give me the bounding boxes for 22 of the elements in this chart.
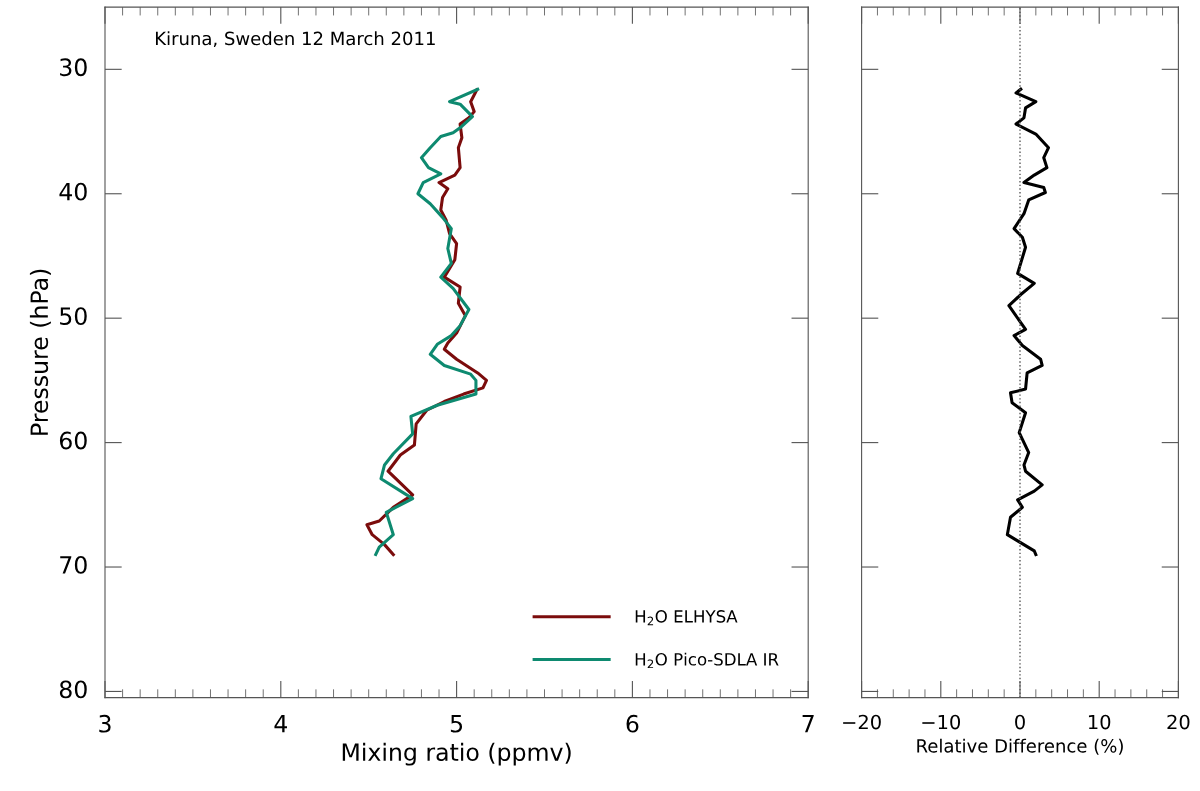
- x-axis-title: Relative Difference (%): [917, 738, 1123, 755]
- x-tick-label: −20: [843, 714, 881, 730]
- y-axis-title: Pressure (hPa): [29, 269, 51, 435]
- x-tick-label: 6: [626, 714, 639, 733]
- x-tick-label: 10: [1088, 714, 1111, 730]
- x-tick-label: 20: [1167, 714, 1190, 730]
- x-axis-title: Mixing ratio (ppmv): [342, 742, 571, 766]
- x-tick-label: 7: [802, 715, 814, 733]
- y-tick-label: 30: [60, 58, 87, 77]
- y-tick-label: 60: [59, 431, 87, 450]
- x-tick-label: 3: [99, 714, 111, 733]
- legend-label: H$_{2}$O ELHYSA: [635, 610, 738, 626]
- y-tick-label: 70: [60, 556, 87, 574]
- y-tick-label: 40: [59, 182, 87, 201]
- annotation: Kiruna, Sweden 12 March 2011: [156, 31, 435, 48]
- x-tick-label: 5: [450, 715, 463, 733]
- x-tick-label: 0: [1015, 714, 1025, 730]
- x-tick-label: −10: [922, 714, 961, 730]
- y-tick-label: 80: [59, 680, 87, 699]
- y-tick-label: 50: [60, 307, 87, 326]
- legend-label: H$_{2}$O Pico-SDLA IR: [635, 652, 779, 669]
- x-tick-label: 4: [274, 715, 287, 733]
